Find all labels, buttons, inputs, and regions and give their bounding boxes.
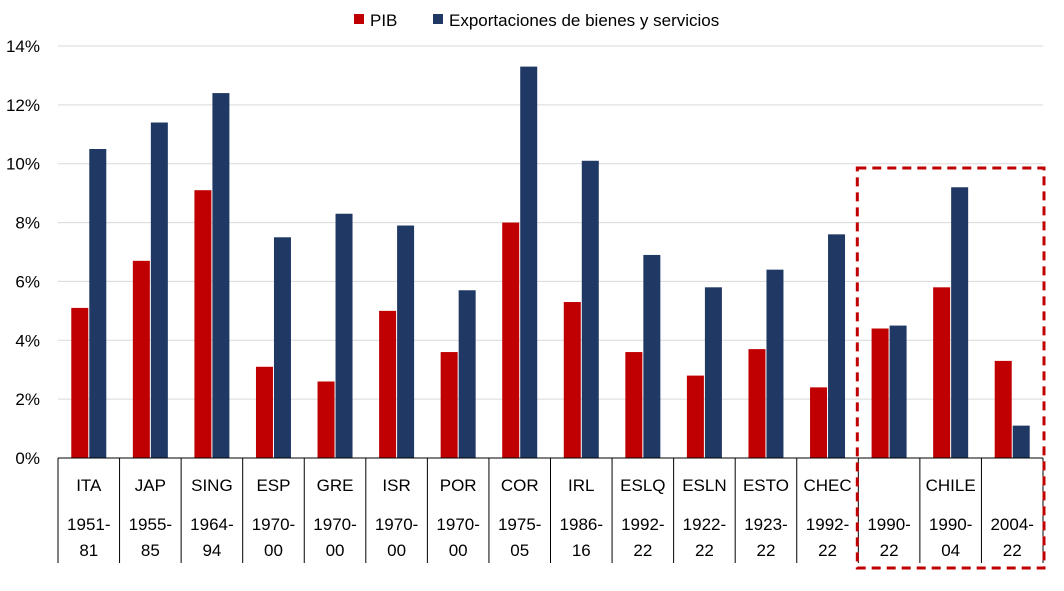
category-code-label: JAP [135, 476, 166, 495]
category-period-end: 05 [510, 541, 529, 560]
category-code-label: ISR [382, 476, 410, 495]
category-code-label: ITA [76, 476, 102, 495]
bar-exportaciones-3 [273, 237, 291, 458]
bar-pib-10 [686, 375, 704, 458]
category-period-end: 04 [941, 541, 960, 560]
category-period-start: 1970- [436, 515, 479, 534]
bars [71, 66, 1030, 458]
legend-label-pib: PIB [370, 11, 397, 30]
highlight-box [855, 166, 1046, 570]
category-period-end: 00 [264, 541, 283, 560]
bar-pib-3 [255, 366, 273, 458]
bar-pib-2 [194, 190, 212, 458]
category-period-end: 94 [202, 541, 221, 560]
legend-label-exportaciones: Exportaciones de bienes y servicios [449, 11, 719, 30]
category-code-label: CHEC [803, 476, 851, 495]
bar-pib-9 [625, 352, 643, 458]
category-period-start: 1955- [129, 515, 172, 534]
category-table: ITA 1951- 81 JAP 1955- 85 SING 1964- 94 ESP 1970- 0… [57, 457, 1044, 563]
category-code-label: ESTO [743, 476, 789, 495]
category-code-label: ESLN [682, 476, 726, 495]
bar-pib-15 [994, 360, 1012, 458]
y-tick-label: 4% [15, 331, 40, 350]
category-code-label: SING [191, 476, 233, 495]
category-period-start: 1964- [190, 515, 233, 534]
category-period-end: 00 [387, 541, 406, 560]
category-period-end: 00 [326, 541, 345, 560]
category-period-end: 16 [572, 541, 591, 560]
category-code-label: ESP [256, 476, 290, 495]
category-period-start: 1990- [929, 515, 972, 534]
category-period-end: 22 [818, 541, 837, 560]
category-period-end: 22 [880, 541, 899, 560]
category-code-label: CHILE [926, 476, 976, 495]
bar-exportaciones-8 [581, 160, 599, 458]
chart-legend: PIB Exportaciones de bienes y servicios [354, 11, 719, 30]
category-period-end: 81 [79, 541, 98, 560]
bar-exportaciones-4 [335, 213, 353, 458]
highlight-dashed-box [855, 166, 1046, 570]
category-period-end: 85 [141, 541, 160, 560]
category-period-start: 1975- [498, 515, 541, 534]
y-tick-label: 2% [15, 390, 40, 409]
category-period-start: 1992- [621, 515, 664, 534]
category-period-start: 1986- [560, 515, 603, 534]
category-period-start: 1970- [252, 515, 295, 534]
y-tick-label: 10% [6, 155, 40, 174]
category-period-start: 1990- [867, 515, 910, 534]
legend-swatch-exportaciones [433, 14, 443, 24]
bar-pib-0 [71, 307, 89, 458]
category-period-end: 22 [633, 541, 652, 560]
bar-exportaciones-10 [704, 287, 722, 458]
category-period-end: 00 [449, 541, 468, 560]
bar-pib-7 [502, 222, 520, 458]
bar-exportaciones-5 [397, 225, 415, 458]
bar-pib-4 [317, 381, 335, 458]
bar-pib-14 [933, 287, 951, 458]
bar-pib-6 [440, 352, 458, 458]
bar-pib-13 [871, 328, 889, 458]
category-code-label: ESLQ [620, 476, 665, 495]
y-axis: 0% 2% 4% 6% 8% 10% 12% 14% [6, 37, 40, 468]
legend-swatch-pib [354, 14, 364, 24]
category-period-start: 1923- [744, 515, 787, 534]
bar-exportaciones-9 [643, 254, 661, 458]
bar-pib-8 [563, 302, 581, 458]
category-code-label: POR [440, 476, 477, 495]
category-period-start: 1951- [67, 515, 110, 534]
bar-exportaciones-11 [766, 269, 784, 458]
bar-exportaciones-15 [1012, 425, 1030, 458]
category-code-label: COR [501, 476, 539, 495]
bar-pib-5 [379, 310, 397, 458]
bar-exportaciones-7 [520, 66, 538, 458]
category-period-end: 22 [1003, 541, 1022, 560]
bar-exportaciones-12 [828, 234, 846, 458]
bar-exportaciones-1 [150, 122, 168, 458]
category-period-start: 1922- [683, 515, 726, 534]
bar-exportaciones-6 [458, 290, 476, 458]
bar-exportaciones-0 [89, 149, 107, 458]
bar-pib-11 [748, 349, 766, 458]
bar-pib-1 [132, 260, 150, 458]
category-period-end: 22 [757, 541, 776, 560]
y-tick-label: 12% [6, 96, 40, 115]
bar-pib-12 [810, 387, 828, 458]
category-period-start: 1992- [806, 515, 849, 534]
y-tick-label: 6% [15, 272, 40, 291]
y-tick-label: 0% [15, 449, 40, 468]
category-period-start: 1970- [375, 515, 418, 534]
bar-exportaciones-14 [951, 187, 969, 458]
category-period-start: 1970- [313, 515, 356, 534]
category-code-label: IRL [568, 476, 594, 495]
category-period-end: 22 [695, 541, 714, 560]
category-code-label: GRE [317, 476, 354, 495]
y-tick-label: 14% [6, 37, 40, 56]
bar-exportaciones-2 [212, 93, 230, 458]
bar-exportaciones-13 [889, 325, 907, 458]
category-period-start: 2004- [990, 515, 1033, 534]
y-tick-label: 8% [15, 214, 40, 233]
